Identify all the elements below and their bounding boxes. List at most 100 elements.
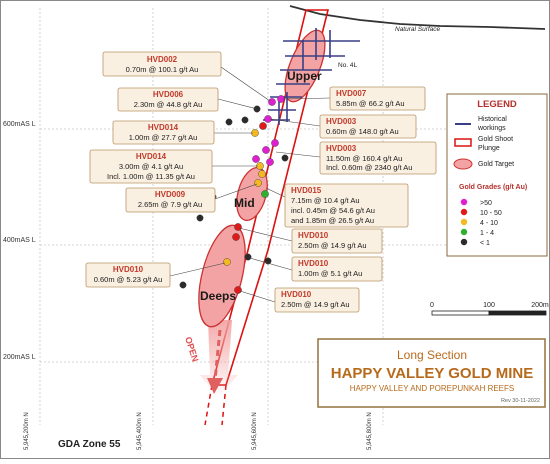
leader-line — [238, 227, 293, 242]
drill-intercepts — [179, 95, 289, 294]
section-subtitle: Long Section — [397, 348, 467, 362]
intercept-label: HVD007 5.85m @ 66.2 g/t Au — [329, 86, 426, 111]
intercept-value: and 1.85m @ 26.5 g/t Au — [291, 216, 374, 225]
intercept-dot — [266, 158, 274, 166]
scale-tick-label: 0 — [430, 302, 434, 309]
scale-bar: 0 100 200m — [430, 302, 549, 316]
intercept-label: HVD010 2.50m @ 14.9 g/t Au — [274, 287, 360, 313]
hole-id: HVD003 — [326, 144, 357, 153]
intercept-label: HVD002 0.70m @ 100.1 g/t Au — [102, 51, 222, 77]
intercept-dot — [262, 146, 270, 154]
intercept-dot — [259, 122, 267, 130]
hole-id: HVD014 — [136, 152, 167, 161]
intercept-label: HVD006 2.30m @ 44.8 g/t Au — [117, 87, 219, 112]
intercept-dot — [234, 286, 242, 294]
grade-swatch — [460, 198, 468, 206]
intercept-label: HVD009 2.65m @ 7.9 g/t Au — [125, 187, 216, 213]
intercept-value: 0.70m @ 100.1 g/t Au — [126, 65, 199, 74]
leader-line — [265, 187, 286, 198]
hole-id: HVD015 — [291, 186, 322, 195]
title-block: Long Section HAPPY VALLEY GOLD MINE HAPP… — [317, 338, 546, 408]
leader-line — [282, 97, 331, 100]
grid-zone-label: GDA Zone 55 — [58, 439, 121, 450]
intercept-value: 3.00m @ 4.1 g/t Au — [119, 162, 183, 171]
intercept-dot — [196, 214, 204, 222]
open-arrowhead-icon — [207, 378, 223, 394]
hole-id: HVD007 — [336, 89, 367, 98]
intercept-label: HVD010 2.50m @ 14.9 g/t Au — [291, 228, 383, 254]
zone-label-mid: Mid — [234, 196, 255, 210]
intercept-dot — [261, 190, 269, 198]
hole-id: HVD006 — [153, 90, 184, 99]
intercept-label: HVD003 0.60m @ 148.0 g/t Au — [319, 114, 417, 139]
leader-line — [269, 118, 321, 127]
intercept-value: 2.50m @ 14.9 g/t Au — [298, 241, 367, 250]
scale-tick-label: 100 — [483, 302, 495, 309]
intercept-dot — [179, 281, 187, 289]
hole-id: HVD009 — [155, 190, 186, 199]
rl-label: 200mAS L — [3, 354, 36, 361]
leader-line — [220, 66, 271, 102]
intercept-value: incl. 0.45m @ 54.6 g/t Au — [291, 206, 375, 215]
legend-label: Historical — [478, 116, 507, 123]
natural-surface-line — [289, 5, 546, 30]
intercept-value: 2.50m @ 14.9 g/t Au — [281, 300, 350, 309]
intercept-value: 0.60m @ 5.23 g/t Au — [94, 275, 163, 284]
grade-label: >50 — [480, 200, 492, 207]
leader-line — [217, 98, 258, 110]
leader-line — [275, 151, 321, 158]
zone-label-deeps: Deeps — [200, 289, 236, 303]
intercept-value: 5.85m @ 66.2 g/t Au — [336, 99, 405, 108]
intercept-value: 2.65m @ 7.9 g/t Au — [138, 200, 202, 209]
intercept-label: HVD010 0.60m @ 5.23 g/t Au — [85, 262, 171, 288]
grade-swatch — [460, 208, 468, 216]
gold-target-swatch — [453, 158, 473, 170]
intercept-value: 0.60m @ 148.0 g/t Au — [326, 127, 399, 136]
northing-label: 5,945,800m N — [367, 412, 373, 450]
hole-id: HVD002 — [147, 55, 178, 64]
legend-label: Plunge — [478, 145, 500, 152]
rl-label: 600mAS L — [3, 121, 36, 128]
grades-title: Gold Grades (g/t Au) — [459, 184, 527, 191]
grade-swatch — [460, 238, 468, 246]
legend-label: workings — [477, 125, 506, 132]
leader-line — [214, 183, 258, 200]
reefs-title: HAPPY VALLEY AND POREPUNKAH REEFS — [350, 384, 515, 393]
legend-label: Gold Target — [478, 161, 514, 168]
leader-line — [169, 262, 226, 277]
intercept-dot — [281, 154, 289, 162]
revision-date: Rev 30-11-2022 — [501, 398, 540, 404]
intercept-dot — [232, 233, 240, 241]
label-leaders — [169, 66, 331, 303]
grade-label: 1 - 4 — [480, 230, 494, 237]
intercept-value: 11.50m @ 160.4 g/t Au — [326, 154, 402, 163]
intercept-value: Incl. 1.00m @ 11.35 g/t Au — [107, 172, 195, 181]
intercept-dot — [225, 118, 233, 126]
leader-line — [239, 290, 276, 303]
gold-shoot-plunge-swatch — [454, 138, 472, 147]
scale-tick-label: 200m — [531, 302, 549, 309]
grade-label: 4 - 10 — [480, 220, 498, 227]
zone-label-upper: Upper — [287, 69, 322, 83]
northing-label: 5,945,200m N — [24, 412, 30, 450]
grade-swatch — [460, 218, 468, 226]
hole-id: HVD010 — [113, 265, 144, 274]
mine-title: HAPPY VALLEY GOLD MINE — [331, 365, 534, 382]
lode-label: No. 4L — [338, 62, 358, 69]
intercept-dot — [271, 139, 279, 147]
plunge-extension-left — [204, 384, 213, 426]
rl-label: 400mAS L — [3, 237, 36, 244]
hole-id: HVD010 — [298, 231, 329, 240]
intercept-label: HVD014 3.00m @ 4.1 g/t Au Incl. 1.00m @ … — [89, 149, 213, 184]
intercept-label: HVD003 11.50m @ 160.4 g/t Au Incl. 0.60m… — [319, 141, 437, 175]
northing-label: 5,945,400m N — [137, 412, 143, 450]
legend-label: Gold Shoot — [478, 136, 513, 143]
intercept-dot — [241, 116, 249, 124]
intercept-dot — [223, 258, 231, 266]
legend-title: LEGEND — [477, 99, 517, 110]
leader-line — [249, 257, 293, 271]
intercept-dot — [268, 98, 276, 106]
intercept-value: 7.15m @ 10.4 g/t Au — [291, 196, 360, 205]
